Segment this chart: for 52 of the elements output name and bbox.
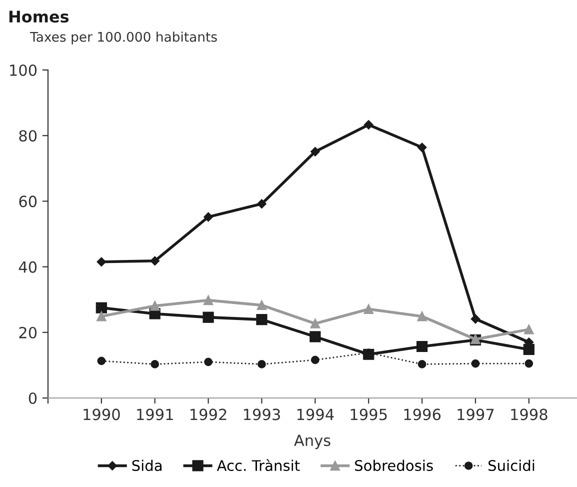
x-tick-label: 1996 (404, 408, 441, 420)
point (524, 359, 534, 368)
y-tick-label: 80 (19, 130, 37, 142)
legend-label: Sobredosis (355, 460, 433, 472)
point (310, 331, 321, 342)
x-tick-label: 1993 (244, 408, 280, 420)
y-tick-label: 20 (19, 326, 37, 338)
point (258, 360, 266, 368)
y-tick-label: 100 (10, 64, 37, 76)
point (364, 120, 374, 130)
point (470, 314, 480, 324)
x-tick-label: 1995 (350, 408, 387, 420)
point (524, 324, 534, 334)
x-tick-label: 1991 (137, 408, 173, 420)
y-tick-label: 40 (18, 261, 37, 273)
point (417, 311, 427, 322)
point (256, 300, 267, 310)
point (150, 300, 160, 311)
point (96, 302, 107, 314)
x-axis-title: Anys (294, 434, 330, 450)
point (202, 312, 214, 323)
x-tick-label: 1992 (190, 408, 226, 420)
point (311, 356, 320, 364)
point (310, 147, 320, 156)
x-tick-label: 1994 (297, 408, 334, 420)
x-tick-label: 1997 (458, 408, 494, 420)
legend-label: Sida (132, 460, 162, 472)
chart-title: Homes (9, 10, 69, 23)
point (96, 257, 106, 267)
point (416, 340, 428, 352)
chart-subtitle: Taxes per 100.000 habitants (30, 32, 217, 44)
y-tick-label: 0 (28, 392, 37, 404)
legend-label: Acc. Trànsit (216, 459, 300, 472)
point (96, 311, 106, 322)
point (150, 256, 160, 266)
point (471, 359, 480, 368)
point (150, 360, 160, 368)
point (364, 304, 374, 314)
point (523, 344, 534, 356)
point (97, 356, 106, 366)
point (204, 212, 213, 222)
x-tick-label: 1998 (511, 408, 548, 420)
point (257, 199, 266, 208)
y-tick-label: 60 (19, 196, 37, 208)
point (256, 314, 268, 326)
legend-label: Suicidi (488, 460, 534, 472)
point (417, 142, 427, 152)
point (310, 318, 320, 328)
point (204, 358, 212, 366)
point (203, 295, 214, 306)
point (418, 360, 426, 368)
x-tick-label: 1990 (84, 408, 120, 420)
